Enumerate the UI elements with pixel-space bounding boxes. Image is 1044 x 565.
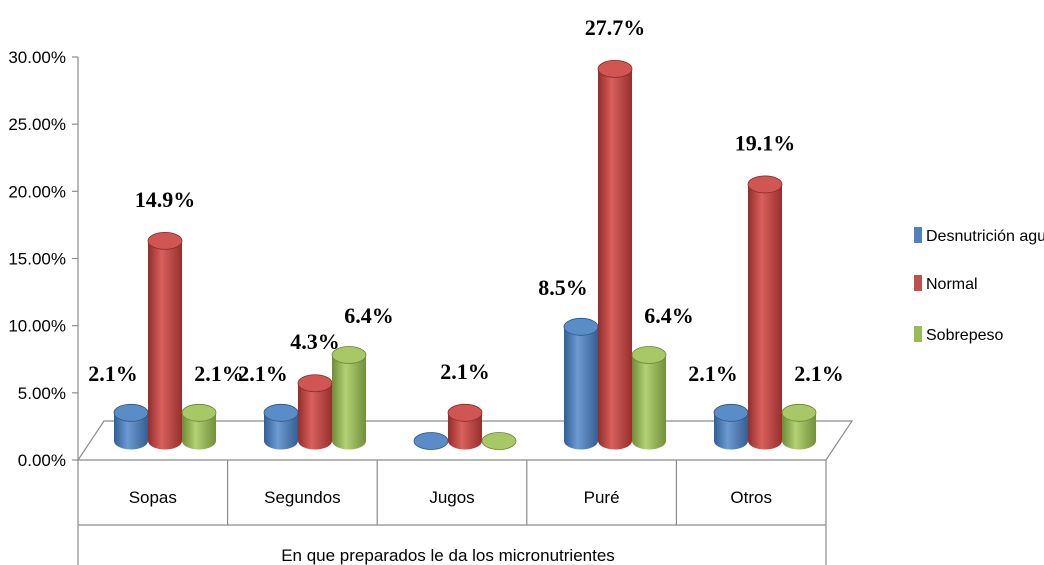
bar-2-3 (632, 355, 666, 450)
bar-top-1-3 (597, 59, 633, 78)
bar-top-0-2 (413, 432, 449, 450)
bar-top-2-2 (481, 432, 517, 450)
bar-0-1 (264, 412, 298, 450)
bar-top-2-0 (181, 403, 217, 422)
x-axis-title: En que preparados le da los micronutrien… (281, 546, 615, 565)
legend-swatch (914, 275, 922, 291)
data-label: 14.9% (135, 187, 196, 212)
y-tick-label: 20.00% (8, 182, 66, 201)
bar-2-4 (782, 412, 816, 450)
category-label: Otros (730, 488, 772, 507)
bar-top-2-1 (331, 346, 367, 364)
y-tick-label: 10.00% (8, 317, 66, 336)
bar-2-1 (332, 355, 366, 450)
legend: Desnutrición aguda Normal Sobrepeso (914, 227, 1044, 344)
y-tick-label: 30.00% (8, 48, 66, 67)
category-axis-grid (77, 460, 827, 565)
legend-label: Desnutrición aguda (926, 228, 1044, 245)
bar-top-0-4 (713, 403, 749, 422)
y-tick-label: 5.00% (18, 384, 66, 403)
category-label: Sopas (129, 488, 177, 507)
data-label: 2.1% (194, 361, 244, 386)
data-label: 19.1% (735, 130, 796, 155)
data-label: 2.1% (440, 359, 490, 384)
data-label: 2.1% (238, 361, 288, 386)
y-axis-ticks: 0.00% 5.00% 10.00% 15.00% 20.00% 25.00% 30.00% (8, 48, 78, 470)
bar-1-0 (148, 240, 182, 450)
bar-top-2-3 (631, 346, 667, 364)
data-label: 8.5% (538, 275, 588, 300)
category-axis-labels: Sopas Segundos Jugos Puré Otros (129, 488, 772, 507)
bar-1-2 (448, 412, 482, 450)
bar-1-1 (298, 383, 332, 450)
bar-top-0-0 (113, 403, 149, 422)
category-label: Jugos (429, 488, 474, 507)
bar-top-0-3 (563, 317, 599, 336)
y-tick-label: 0.00% (18, 451, 66, 470)
legend-label: Sobrepeso (926, 327, 1003, 344)
bar-0-3 (564, 326, 598, 450)
bar-top-2-4 (781, 403, 817, 422)
legend-swatch (914, 326, 922, 342)
category-label: Puré (584, 488, 620, 507)
data-label: 2.1% (688, 361, 738, 386)
bar-top-1-1 (297, 374, 333, 393)
data-labels: 2.1%14.9%2.1%2.1%4.3%6.4%2.1%8.5%27.7%6.… (88, 15, 844, 386)
data-label: 6.4% (644, 303, 694, 328)
y-tick-label: 25.00% (8, 115, 66, 134)
bar-top-1-0 (147, 231, 183, 250)
legend-label: Normal (926, 276, 978, 293)
bar-0-4 (714, 412, 748, 450)
legend-swatch (914, 227, 922, 243)
bar-top-0-1 (263, 403, 299, 422)
data-label: 2.1% (794, 361, 844, 386)
bar-2-0 (182, 412, 216, 450)
bar-0-0 (114, 412, 148, 450)
category-label: Segundos (264, 488, 341, 507)
bars (113, 59, 817, 450)
data-label: 6.4% (344, 303, 394, 328)
y-tick-label: 15.00% (8, 250, 66, 269)
bar-1-4 (748, 184, 782, 450)
data-label: 4.3% (290, 329, 340, 354)
bar-1-3 (598, 68, 632, 450)
data-label: 27.7% (585, 15, 646, 40)
bar-top-1-4 (747, 175, 783, 194)
bar-top-1-2 (447, 403, 483, 422)
data-label: 2.1% (88, 361, 138, 386)
